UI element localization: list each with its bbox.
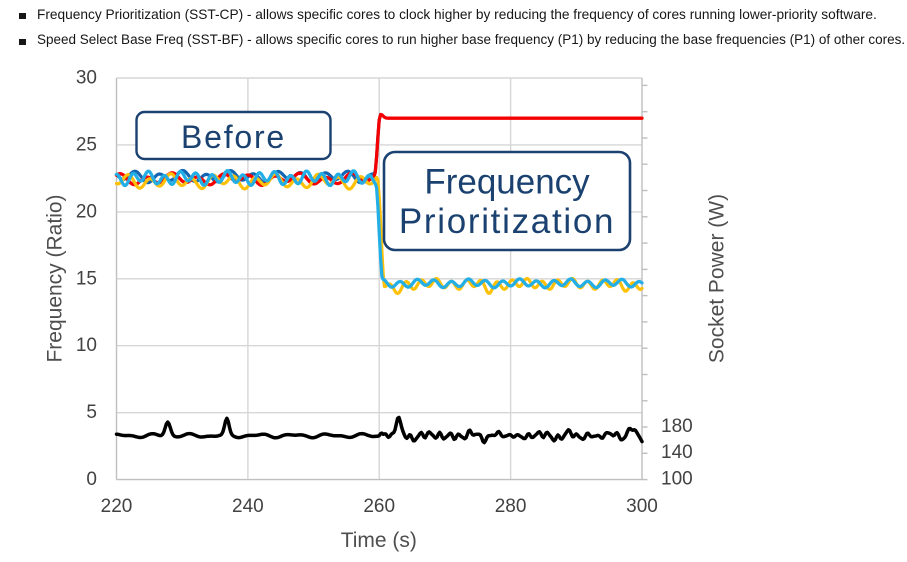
svg-text:5: 5 [86, 402, 97, 423]
svg-text:0: 0 [86, 469, 97, 490]
svg-text:10: 10 [76, 335, 97, 356]
svg-text:20: 20 [76, 201, 97, 222]
svg-text:Time (s): Time (s) [341, 529, 417, 552]
svg-text:25: 25 [76, 134, 97, 155]
svg-text:30: 30 [76, 68, 97, 89]
svg-text:Before: Before [181, 119, 286, 155]
svg-text:15: 15 [76, 268, 97, 289]
svg-text:240: 240 [232, 496, 264, 517]
svg-text:Frequency (Ratio): Frequency (Ratio) [44, 194, 67, 362]
svg-text:180: 180 [661, 416, 693, 437]
svg-text:260: 260 [363, 496, 395, 517]
svg-text:300: 300 [626, 496, 658, 517]
svg-text:140: 140 [661, 442, 693, 463]
svg-text:220: 220 [101, 496, 133, 517]
svg-text:Frequency: Frequency [424, 163, 590, 202]
svg-text:Prioritization: Prioritization [399, 202, 615, 241]
svg-text:280: 280 [495, 496, 527, 517]
svg-text:Socket Power (W): Socket Power (W) [706, 194, 729, 363]
svg-text:100: 100 [661, 468, 693, 489]
